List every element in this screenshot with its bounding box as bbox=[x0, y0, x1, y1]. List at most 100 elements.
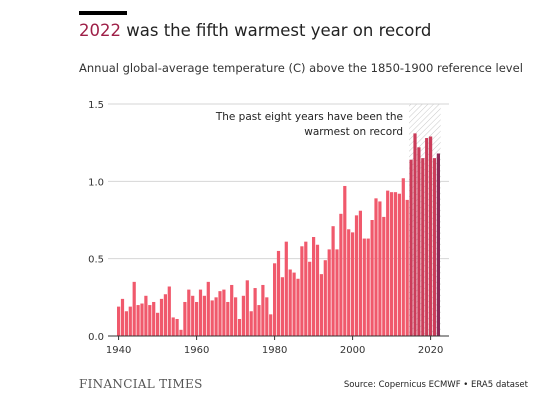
bar-1991 bbox=[315, 244, 320, 336]
bar-1972 bbox=[241, 295, 245, 336]
bar-2021 bbox=[432, 158, 437, 336]
bar-1978 bbox=[265, 297, 269, 336]
bar-2007 bbox=[378, 201, 382, 336]
bar-1992 bbox=[319, 274, 323, 336]
bar-1995 bbox=[331, 226, 335, 336]
bar-1949 bbox=[152, 301, 156, 336]
y-tick-label: 1.5 bbox=[88, 100, 104, 111]
x-tick-label: 1940 bbox=[106, 345, 131, 356]
bar-1968 bbox=[226, 301, 230, 336]
bar-1965 bbox=[214, 297, 218, 336]
bar-1951 bbox=[159, 298, 164, 336]
bar-2004 bbox=[366, 238, 370, 336]
bar-2009 bbox=[386, 190, 390, 336]
bar-2011 bbox=[393, 192, 398, 336]
bar-1966 bbox=[218, 291, 222, 336]
bar-1959 bbox=[191, 295, 195, 336]
bar-1973 bbox=[245, 280, 249, 336]
bar-1960 bbox=[195, 301, 199, 336]
annotation-line: warmest on record bbox=[304, 126, 403, 138]
bar-2001 bbox=[354, 215, 359, 336]
x-tick-label: 2000 bbox=[340, 345, 365, 356]
bar-1956 bbox=[179, 329, 183, 336]
bar-1986 bbox=[296, 278, 300, 336]
bar-1980 bbox=[273, 263, 277, 336]
bar-1970 bbox=[234, 297, 238, 336]
chart-title: 2022 was the fifth warmest year on recor… bbox=[79, 21, 431, 40]
bar-2014 bbox=[405, 199, 409, 336]
title-accent-bar bbox=[79, 11, 127, 15]
bar-1975 bbox=[253, 288, 257, 336]
bar-1945 bbox=[136, 305, 140, 336]
bar-1942 bbox=[124, 311, 128, 336]
bar-2002 bbox=[358, 210, 362, 336]
chart-subtitle: Annual global-average temperature (C) ab… bbox=[79, 61, 523, 75]
bar-1958 bbox=[187, 289, 191, 336]
bar-1955 bbox=[175, 318, 179, 336]
bar-2015 bbox=[409, 159, 413, 336]
bar-1971 bbox=[237, 318, 242, 336]
bar-2017 bbox=[417, 147, 421, 336]
bar-1996 bbox=[335, 249, 339, 336]
bar-1946 bbox=[140, 303, 144, 336]
bar-2013 bbox=[401, 178, 405, 336]
bar-1962 bbox=[202, 295, 206, 336]
bar-1948 bbox=[148, 305, 152, 336]
bar-1969 bbox=[230, 284, 234, 336]
bar-1950 bbox=[156, 312, 160, 336]
bar-1963 bbox=[206, 281, 210, 336]
bar-1961 bbox=[198, 289, 203, 336]
bar-2022 bbox=[436, 153, 440, 336]
bar-1979 bbox=[269, 314, 273, 336]
bar-1941 bbox=[120, 298, 125, 336]
bar-1940 bbox=[117, 306, 121, 336]
bar-1974 bbox=[249, 311, 253, 336]
bar-2003 bbox=[362, 238, 366, 336]
bar-2016 bbox=[413, 133, 417, 336]
bar-2005 bbox=[370, 220, 374, 336]
bar-1954 bbox=[171, 317, 175, 336]
bar-1977 bbox=[261, 284, 265, 336]
bar-2006 bbox=[374, 198, 378, 336]
bar-1989 bbox=[308, 261, 312, 336]
bar-1953 bbox=[167, 286, 171, 336]
x-tick-label: 1980 bbox=[262, 345, 287, 356]
bar-1988 bbox=[304, 241, 308, 336]
bar-2000 bbox=[351, 232, 355, 336]
bar-1952 bbox=[163, 294, 167, 336]
bar-1984 bbox=[288, 269, 292, 336]
bar-1987 bbox=[300, 246, 304, 336]
bar-1997 bbox=[339, 213, 343, 336]
bar-2019 bbox=[425, 138, 429, 336]
bar-1964 bbox=[210, 300, 214, 336]
bar-1999 bbox=[347, 229, 351, 336]
title-year: 2022 bbox=[79, 21, 121, 40]
bar-1990 bbox=[312, 237, 316, 336]
bar-1982 bbox=[280, 277, 284, 336]
bar-2012 bbox=[397, 193, 401, 336]
y-tick-label: 0.0 bbox=[88, 332, 104, 343]
x-tick-label: 2020 bbox=[418, 345, 443, 356]
source-note: Source: Copernicus ECMWF • ERA5 dataset bbox=[343, 380, 528, 390]
bar-1981 bbox=[276, 250, 281, 336]
bar-2008 bbox=[382, 216, 386, 336]
x-tick-label: 1960 bbox=[184, 345, 209, 356]
annotation-line: The past eight years have been the bbox=[215, 111, 403, 123]
bar-1947 bbox=[144, 295, 148, 336]
bar-1943 bbox=[128, 306, 132, 336]
bar-1985 bbox=[292, 272, 296, 336]
bar-1993 bbox=[323, 260, 327, 336]
brand-logo: FINANCIAL TIMES bbox=[79, 377, 203, 391]
y-tick-label: 0.5 bbox=[88, 255, 104, 266]
bar-1994 bbox=[327, 249, 331, 336]
bar-1957 bbox=[183, 301, 187, 336]
bar-1967 bbox=[222, 289, 226, 336]
bar-1944 bbox=[132, 281, 136, 336]
bar-2020 bbox=[429, 136, 433, 336]
bar-1983 bbox=[284, 241, 288, 336]
bar-2018 bbox=[421, 158, 425, 336]
title-text: was the fifth warmest year on record bbox=[121, 21, 432, 40]
y-tick-label: 1.0 bbox=[88, 177, 104, 188]
bar-2010 bbox=[390, 192, 394, 336]
